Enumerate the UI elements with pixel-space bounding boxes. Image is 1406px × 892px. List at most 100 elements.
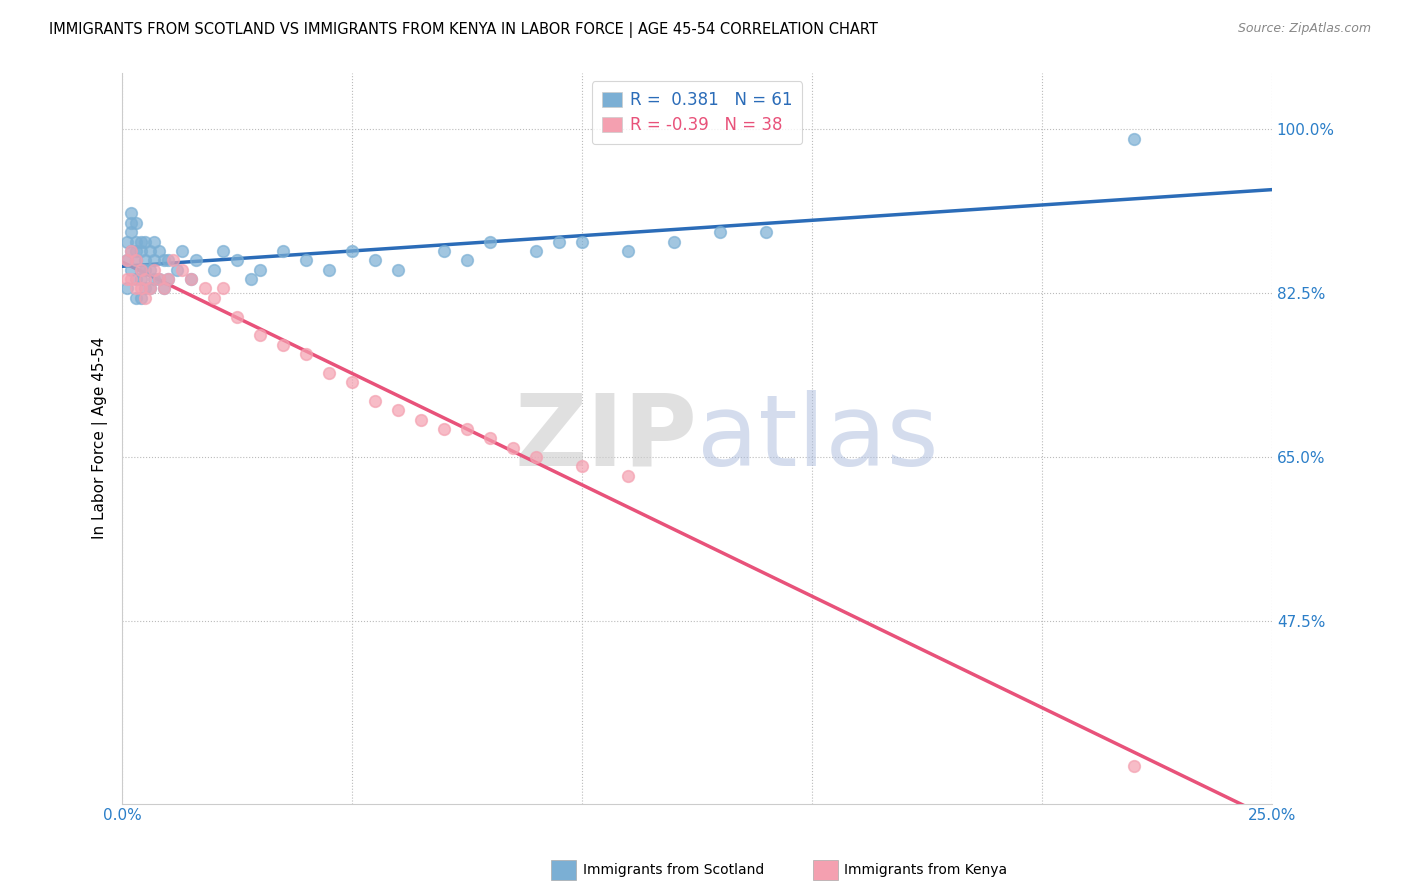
- Point: [1122, 759, 1144, 773]
- Point: [115, 235, 138, 249]
- Point: [134, 262, 156, 277]
- Point: [271, 337, 294, 351]
- Point: [170, 262, 193, 277]
- Point: [364, 253, 387, 268]
- Legend: R =  0.381   N = 61, R = -0.39   N = 38: R = 0.381 N = 61, R = -0.39 N = 38: [592, 81, 803, 144]
- Point: [170, 244, 193, 258]
- Point: [143, 262, 166, 277]
- Point: [571, 459, 593, 474]
- Point: [134, 291, 156, 305]
- Point: [456, 253, 478, 268]
- Text: Immigrants from Kenya: Immigrants from Kenya: [844, 863, 1007, 877]
- Point: [364, 393, 387, 408]
- Point: [755, 225, 778, 239]
- Text: Source: ZipAtlas.com: Source: ZipAtlas.com: [1237, 22, 1371, 36]
- Point: [479, 431, 502, 445]
- Point: [148, 272, 170, 286]
- Point: [120, 244, 142, 258]
- Point: [125, 281, 148, 295]
- Point: [115, 253, 138, 268]
- Point: [120, 206, 142, 220]
- Point: [162, 253, 184, 268]
- Point: [115, 281, 138, 295]
- Point: [411, 412, 433, 426]
- Point: [125, 291, 148, 305]
- Point: [180, 272, 202, 286]
- Point: [212, 244, 235, 258]
- Point: [662, 235, 685, 249]
- Point: [318, 262, 340, 277]
- Point: [180, 272, 202, 286]
- Point: [125, 272, 148, 286]
- Point: [139, 281, 162, 295]
- Point: [502, 441, 524, 455]
- Point: [120, 272, 142, 286]
- Point: [139, 281, 162, 295]
- Point: [148, 272, 170, 286]
- Point: [120, 244, 142, 258]
- Point: [125, 253, 148, 268]
- Point: [125, 235, 148, 249]
- Point: [295, 253, 318, 268]
- Point: [271, 244, 294, 258]
- Point: [120, 262, 142, 277]
- Point: [387, 262, 409, 277]
- Point: [524, 450, 547, 464]
- Text: Immigrants from Scotland: Immigrants from Scotland: [583, 863, 765, 877]
- Point: [212, 281, 235, 295]
- Point: [129, 235, 152, 249]
- Point: [134, 272, 156, 286]
- Point: [143, 272, 166, 286]
- Point: [1122, 131, 1144, 145]
- Point: [202, 262, 225, 277]
- Point: [143, 235, 166, 249]
- Point: [152, 281, 174, 295]
- Point: [129, 291, 152, 305]
- Point: [115, 253, 138, 268]
- Point: [340, 244, 363, 258]
- Point: [240, 272, 263, 286]
- Point: [226, 253, 249, 268]
- Point: [129, 281, 152, 295]
- Point: [571, 235, 593, 249]
- Point: [129, 244, 152, 258]
- Point: [617, 468, 640, 483]
- Point: [194, 281, 217, 295]
- Text: IMMIGRANTS FROM SCOTLAND VS IMMIGRANTS FROM KENYA IN LABOR FORCE | AGE 45-54 COR: IMMIGRANTS FROM SCOTLAND VS IMMIGRANTS F…: [49, 22, 879, 38]
- Point: [709, 225, 731, 239]
- Point: [129, 262, 152, 277]
- Point: [433, 422, 456, 436]
- Point: [318, 366, 340, 380]
- Point: [115, 272, 138, 286]
- Point: [139, 244, 162, 258]
- Point: [120, 225, 142, 239]
- Point: [129, 272, 152, 286]
- Point: [125, 244, 148, 258]
- Point: [157, 272, 180, 286]
- Point: [134, 253, 156, 268]
- Point: [387, 403, 409, 417]
- Y-axis label: In Labor Force | Age 45-54: In Labor Force | Age 45-54: [93, 337, 108, 540]
- Point: [120, 216, 142, 230]
- Point: [340, 375, 363, 389]
- Point: [456, 422, 478, 436]
- Point: [524, 244, 547, 258]
- Point: [129, 262, 152, 277]
- Point: [548, 235, 571, 249]
- Point: [166, 262, 188, 277]
- Point: [125, 253, 148, 268]
- Point: [249, 262, 271, 277]
- Text: ZIP: ZIP: [515, 390, 697, 487]
- Point: [134, 235, 156, 249]
- Point: [148, 244, 170, 258]
- Point: [157, 272, 180, 286]
- Point: [152, 281, 174, 295]
- Point: [184, 253, 207, 268]
- Point: [152, 253, 174, 268]
- Point: [617, 244, 640, 258]
- Point: [139, 262, 162, 277]
- Point: [433, 244, 456, 258]
- Point: [134, 281, 156, 295]
- Point: [479, 235, 502, 249]
- Point: [202, 291, 225, 305]
